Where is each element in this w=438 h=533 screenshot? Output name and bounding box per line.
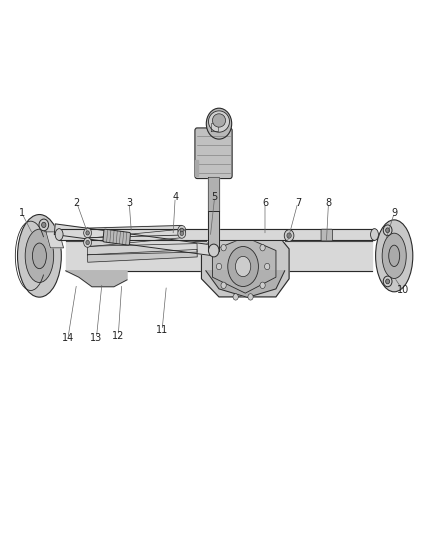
Ellipse shape: [42, 222, 46, 228]
Text: 4: 4: [172, 192, 178, 202]
Circle shape: [180, 231, 184, 236]
Ellipse shape: [18, 214, 61, 297]
Circle shape: [265, 263, 270, 270]
Text: 11: 11: [156, 326, 168, 335]
Polygon shape: [208, 177, 219, 211]
Circle shape: [86, 240, 89, 245]
Ellipse shape: [383, 276, 392, 287]
Ellipse shape: [375, 220, 413, 292]
Text: 10: 10: [397, 286, 409, 295]
Text: 1: 1: [19, 208, 25, 218]
FancyBboxPatch shape: [195, 128, 232, 179]
Circle shape: [178, 225, 186, 235]
Text: 13: 13: [90, 334, 102, 343]
Text: 8: 8: [325, 198, 332, 207]
FancyBboxPatch shape: [103, 229, 131, 245]
Circle shape: [260, 282, 265, 288]
Polygon shape: [88, 249, 197, 262]
Ellipse shape: [228, 246, 258, 287]
Text: 9: 9: [391, 208, 397, 218]
FancyBboxPatch shape: [321, 229, 332, 241]
Polygon shape: [211, 123, 218, 131]
Polygon shape: [201, 233, 289, 297]
Circle shape: [178, 229, 186, 238]
Ellipse shape: [206, 108, 232, 139]
Polygon shape: [54, 224, 214, 256]
Ellipse shape: [385, 279, 390, 284]
Ellipse shape: [236, 256, 251, 277]
Polygon shape: [212, 237, 276, 293]
Polygon shape: [87, 229, 182, 247]
Circle shape: [221, 282, 226, 288]
Polygon shape: [208, 211, 219, 251]
Circle shape: [284, 230, 294, 241]
Circle shape: [84, 228, 92, 238]
Polygon shape: [88, 244, 197, 255]
Text: 7: 7: [295, 198, 301, 207]
Polygon shape: [46, 232, 64, 248]
Ellipse shape: [55, 229, 63, 240]
Ellipse shape: [25, 229, 53, 282]
Text: 3: 3: [126, 198, 132, 207]
Circle shape: [86, 231, 89, 235]
Ellipse shape: [371, 229, 378, 240]
Circle shape: [260, 245, 265, 251]
Circle shape: [248, 233, 253, 239]
Ellipse shape: [382, 233, 406, 278]
Ellipse shape: [208, 244, 219, 257]
Circle shape: [84, 238, 92, 247]
Circle shape: [216, 263, 222, 270]
Ellipse shape: [383, 225, 392, 236]
Text: 2: 2: [74, 198, 80, 207]
Ellipse shape: [385, 228, 390, 232]
Ellipse shape: [389, 245, 399, 266]
Circle shape: [180, 228, 184, 232]
Polygon shape: [66, 271, 127, 287]
Ellipse shape: [32, 243, 46, 269]
Circle shape: [248, 294, 253, 300]
Text: 5: 5: [212, 192, 218, 202]
Circle shape: [287, 233, 291, 238]
Text: 14: 14: [62, 334, 74, 343]
Polygon shape: [88, 225, 182, 238]
Text: 12: 12: [112, 331, 124, 341]
Text: 6: 6: [262, 198, 268, 207]
Circle shape: [233, 294, 238, 300]
Polygon shape: [206, 271, 285, 297]
Polygon shape: [195, 160, 198, 176]
Ellipse shape: [212, 114, 226, 127]
Ellipse shape: [39, 219, 49, 231]
Circle shape: [221, 245, 226, 251]
Ellipse shape: [208, 111, 230, 132]
Circle shape: [233, 233, 238, 239]
